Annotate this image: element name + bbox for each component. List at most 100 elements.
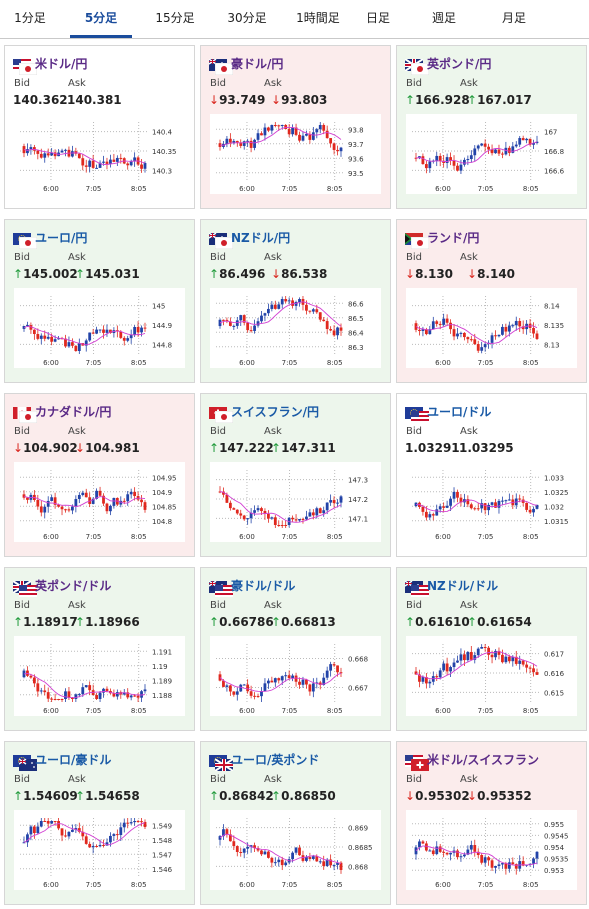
candle-body — [267, 680, 270, 684]
rate-card[interactable]: 豪ドル/円 Bid Ask ↓93.749 ↓93.803 93.8 93.7 93.6 93.… — [200, 45, 391, 209]
candle-body — [263, 683, 267, 692]
chart-area[interactable]: 86.6 86.5 86.4 86.3 6:00 7:05 8:05 — [210, 288, 381, 368]
ask-price-value: 147.311 — [281, 441, 336, 455]
candle-body — [84, 340, 88, 346]
chart-area[interactable]: 1.033 1.0325 1.032 1.0315 6:00 7:05 8:05 — [406, 462, 577, 542]
candle-body — [95, 167, 98, 169]
ask-price: ↑145.031 — [75, 267, 140, 281]
pair-title[interactable]: 英ポンド/円 — [427, 57, 492, 71]
pair-title[interactable]: 米ドル/円 — [35, 57, 88, 71]
chart-area[interactable]: 8.14 8.135 8.13 6:00 7:05 8:05 — [406, 288, 577, 368]
ask-label: Ask — [460, 252, 478, 263]
rate-card[interactable]: NZドル/円 Bid Ask ↑86.496 ↓86.538 86.6 86.5 86.4 86… — [200, 219, 391, 383]
candle-body — [525, 138, 529, 141]
pair-title[interactable]: NZドル/ドル — [427, 579, 499, 593]
candle-body — [428, 329, 432, 335]
chart-area[interactable]: 145 144.9 144.8 6:00 7:05 8:05 — [14, 288, 185, 368]
chart-area[interactable]: 0.617 0.616 0.615 6:00 7:05 8:05 — [406, 636, 577, 716]
candle-body — [284, 675, 288, 677]
chart-area[interactable]: 167 166.8 166.6 6:00 7:05 8:05 — [406, 114, 577, 194]
candle-body — [260, 315, 263, 322]
up-arrow-icon: ↑ — [209, 441, 220, 455]
rate-card[interactable]: 豪ドル/ドル Bid Ask ↑0.66786 ↑0.66813 0.668 0.667 6:… — [200, 567, 391, 731]
candle-body — [235, 691, 239, 695]
rate-card[interactable]: カナダドル/円 Bid Ask ↓104.902 ↓104.981 104.95 104.9… — [4, 393, 195, 557]
candle-body — [298, 134, 301, 141]
tab-2[interactable]: 5分足 — [70, 0, 132, 38]
chart-area[interactable]: 0.869 0.8685 0.868 6:00 7:05 8:05 — [210, 810, 381, 890]
tab-1[interactable]: 1分足 — [14, 11, 46, 25]
candle-body — [39, 335, 43, 339]
candle-body — [469, 504, 473, 509]
candlestick-chart: 86.6 86.5 86.4 86.3 6:00 7:05 8:05 — [216, 296, 364, 367]
candle-body — [501, 326, 504, 335]
rate-card[interactable]: ランド/円 Bid Ask ↓8.130 ↓8.140 8.14 8.135 8.13 6:00… — [396, 219, 587, 383]
pair-title[interactable]: 英ポンド/ドル — [35, 579, 112, 593]
candle-body — [291, 852, 294, 860]
chart-area[interactable]: 0.668 0.667 6:00 7:05 8:05 — [210, 636, 381, 716]
chart-area[interactable]: 147.3 147.2 147.1 6:00 7:05 8:05 — [210, 462, 381, 542]
chart-area[interactable]: 1.549 1.548 1.547 1.546 6:00 7:05 8:05 — [14, 810, 185, 890]
pair-title[interactable]: スイスフラン/円 — [231, 405, 320, 419]
pair-title[interactable]: ユーロ/英ポンド — [231, 753, 320, 767]
pair-title[interactable]: ユーロ/豪ドル — [35, 753, 112, 767]
rate-card[interactable]: 米ドル/スイスフラン Bid Ask ↓0.95302 ↓0.95352 0.955 0.9… — [396, 741, 587, 905]
bid-price: ↑86.496 — [209, 267, 265, 281]
pair-title[interactable]: NZドル/円 — [231, 231, 291, 245]
tab-8[interactable]: 月足 — [501, 11, 526, 25]
rate-card[interactable]: NZドル/ドル Bid Ask ↑0.61610 ↑0.61654 0.617 0.616 0… — [396, 567, 587, 731]
candle-body — [284, 299, 288, 302]
pair-title[interactable]: 米ドル/スイスフラン — [427, 753, 540, 767]
pair-title[interactable]: ユーロ/円 — [35, 231, 88, 245]
candle-body — [301, 135, 305, 141]
candle-body — [57, 699, 60, 700]
candle-body — [57, 504, 60, 507]
chart-area[interactable]: 104.95 104.9 104.85 104.8 6:00 7:05 8:05 — [14, 462, 185, 542]
moving-average-line — [219, 833, 342, 865]
rate-card[interactable]: 英ポンド/円 Bid Ask ↑166.928 ↑167.017 167 166.8 166.… — [396, 45, 587, 209]
tab-3[interactable]: 15分足 — [155, 11, 195, 25]
candle-body — [315, 682, 319, 684]
tab-5[interactable]: 1時間足 — [296, 11, 340, 25]
tab-7[interactable]: 週足 — [431, 11, 456, 25]
bid-price-value: 140.362 — [13, 93, 68, 107]
candle-body — [501, 500, 504, 502]
candle-body — [249, 845, 253, 847]
candle-body — [242, 315, 246, 323]
rate-card[interactable]: スイスフラン/円 Bid Ask ↑147.222 ↑147.311 147.3 147.2… — [200, 393, 391, 557]
tab-6[interactable]: 日足 — [365, 11, 390, 25]
candle-body — [298, 847, 301, 856]
pair-title[interactable]: カナダドル/円 — [35, 405, 112, 419]
y-tick-label: 86.6 — [348, 300, 364, 308]
candle-body — [431, 321, 435, 330]
candle-body — [50, 152, 54, 156]
chart-area[interactable]: 93.8 93.7 93.6 93.5 6:00 7:05 8:05 — [210, 114, 381, 194]
pair-title[interactable]: ユーロ/ドル — [427, 405, 492, 419]
chart-area[interactable]: 1.191 1.19 1.189 1.188 6:00 7:05 8:05 — [14, 636, 185, 716]
rate-card[interactable]: 米ドル/円 Bid Ask 140.362 140.381 140.4 140.35 140.… — [4, 45, 195, 209]
pair-title[interactable]: ランド/円 — [427, 231, 480, 245]
x-tick-label: 8:05 — [523, 707, 539, 715]
candle-body — [459, 654, 463, 661]
chart-area[interactable]: 140.4 140.35 140.3 6:00 7:05 8:05 — [14, 114, 185, 194]
x-tick-label: 8:05 — [327, 707, 343, 715]
candle-body — [504, 326, 508, 332]
rate-card[interactable]: ユーロ/ドル Bid Ask 1.03291 1.03295 1.033 1.0325 1.0… — [396, 393, 587, 557]
tab-4[interactable]: 30分足 — [227, 11, 267, 25]
candle-body — [46, 153, 50, 156]
rate-card[interactable]: ユーロ/豪ドル Bid Ask ↑1.54609 ↑1.54658 1.549 1.548 1… — [4, 741, 195, 905]
pair-title[interactable]: 豪ドル/円 — [231, 57, 284, 71]
candle-body — [218, 674, 222, 681]
candle-body — [95, 846, 98, 848]
bid-price-value: 145.002 — [23, 267, 78, 281]
candle-body — [463, 654, 466, 661]
bid-price: ↑147.222 — [209, 441, 274, 455]
pair-title[interactable]: 豪ドル/ドル — [231, 579, 296, 593]
chart-area[interactable]: 0.955 0.9545 0.954 0.9535 0.953 6:00 7:05 8:05 — [406, 810, 577, 890]
rate-card[interactable]: ユーロ/英ポンド Bid Ask ↑0.86842 ↑0.86850 0.869 0.868… — [200, 741, 391, 905]
bid-price: 140.362 — [13, 93, 68, 107]
rate-card[interactable]: 英ポンド/ドル Bid Ask ↑1.18917 ↑1.18966 1.191 1.19 1.… — [4, 567, 195, 731]
candle-body — [225, 829, 229, 835]
rate-card[interactable]: ユーロ/円 Bid Ask ↑145.002 ↑145.031 145 144.9 144.8… — [4, 219, 195, 383]
candle-body — [287, 129, 291, 135]
